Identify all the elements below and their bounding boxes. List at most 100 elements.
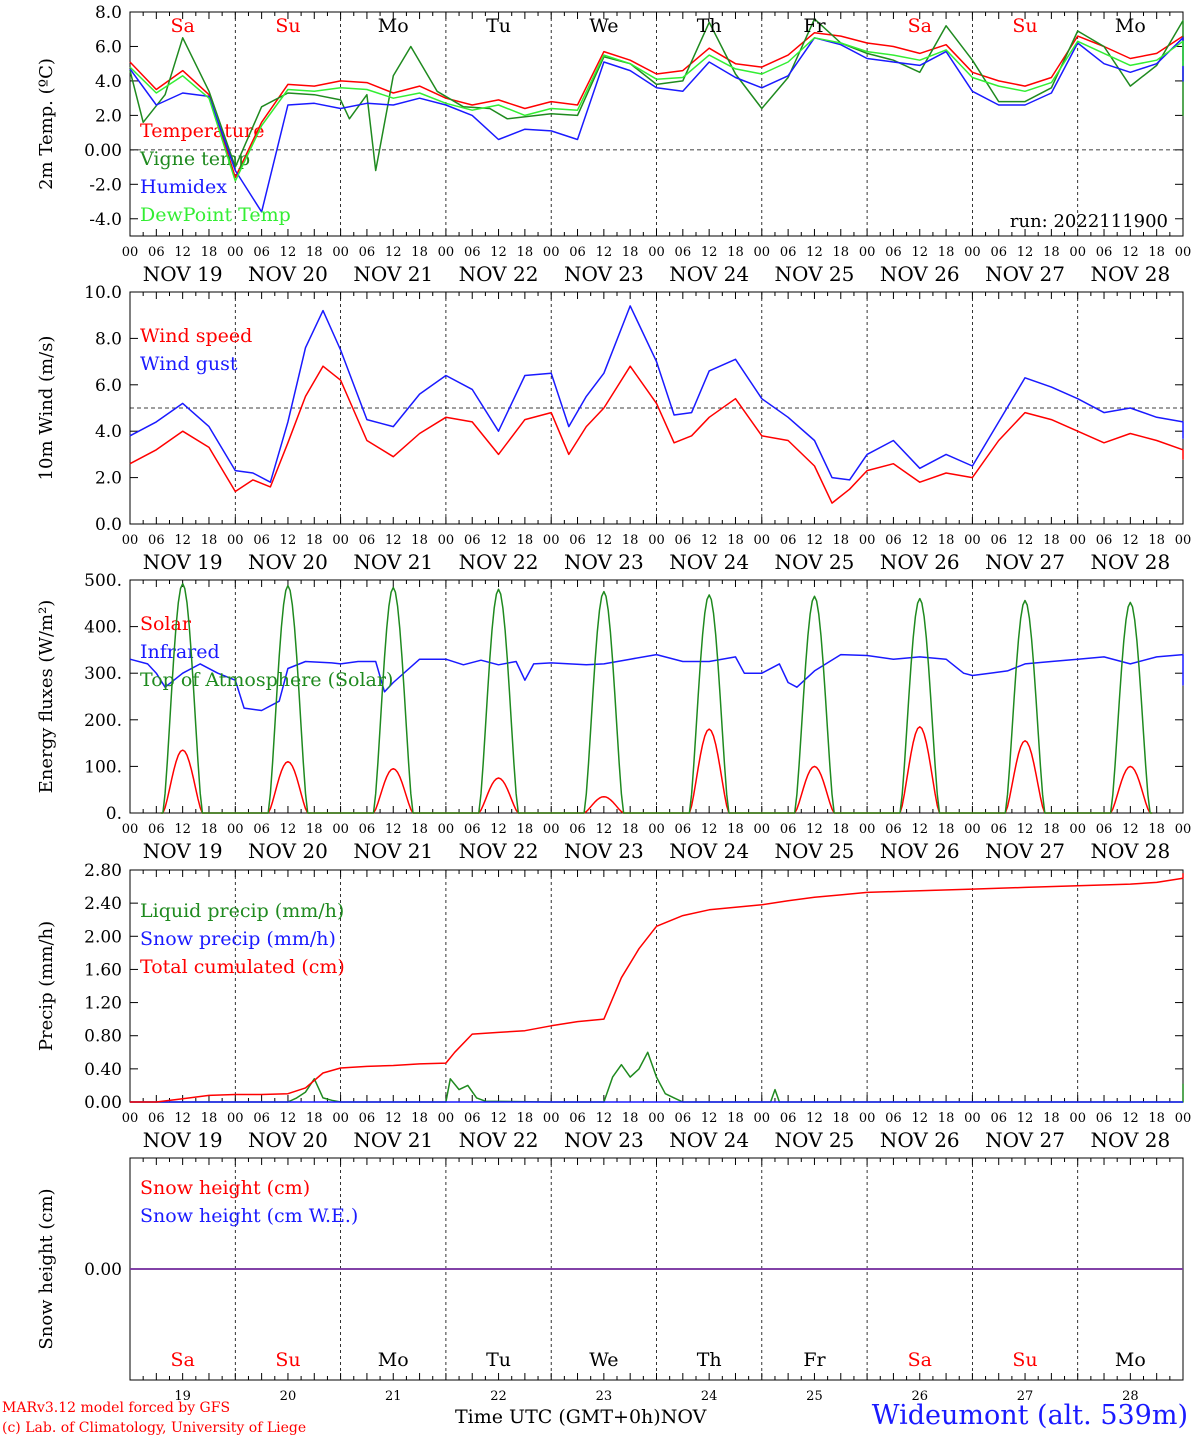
date-label: NOV 25	[775, 262, 855, 286]
hour-tick-label: 12	[490, 822, 507, 837]
hour-tick-label: 00	[543, 533, 560, 548]
y-tick-label: 2.0	[95, 106, 122, 126]
hour-tick-label: 06	[569, 245, 586, 260]
hour-tick-label: 12	[385, 1111, 402, 1126]
hour-tick-label: 12	[911, 822, 928, 837]
hour-tick-label: 12	[596, 245, 613, 260]
hour-tick-label: 00	[227, 245, 244, 260]
hour-tick-label: 06	[885, 1111, 902, 1126]
hour-tick-label: 12	[174, 245, 191, 260]
hour-tick-label: 00	[1175, 822, 1192, 837]
weekday-label: Sa	[908, 1349, 932, 1371]
weekday-label: Sa	[908, 15, 932, 37]
legend-entry: Top of Atmosphere (Solar)	[140, 669, 393, 691]
weekday-label: Mo	[1115, 1349, 1146, 1371]
date-label: NOV 19	[143, 262, 223, 286]
y-tick-label: 2.00	[84, 927, 122, 947]
hour-tick-label: 06	[359, 533, 376, 548]
hour-tick-label: 00	[754, 822, 771, 837]
hour-tick-label: 18	[1148, 822, 1165, 837]
date-label: NOV 26	[880, 550, 960, 574]
hour-tick-label: 12	[596, 533, 613, 548]
hour-tick-label: 18	[1148, 533, 1165, 548]
hour-tick-label: 00	[648, 533, 665, 548]
hour-tick-label: 12	[911, 245, 928, 260]
day-number-label: 26	[911, 1389, 928, 1404]
hour-tick-label: 06	[1096, 533, 1113, 548]
hour-tick-label: 12	[174, 822, 191, 837]
date-label: NOV 19	[143, 1128, 223, 1152]
date-label: NOV 21	[353, 262, 433, 286]
date-label: NOV 26	[880, 262, 960, 286]
date-label: NOV 25	[775, 550, 855, 574]
y-tick-label: 6.0	[95, 376, 122, 396]
hour-tick-label: 12	[385, 245, 402, 260]
legend-entry: Liquid precip (mm/h)	[140, 900, 344, 922]
hour-tick-label: 18	[1148, 245, 1165, 260]
date-label: NOV 19	[143, 839, 223, 863]
y-tick-label: 2.80	[84, 861, 122, 881]
hour-tick-label: 18	[833, 533, 850, 548]
hour-tick-label: 12	[1122, 822, 1139, 837]
date-label: NOV 24	[669, 1128, 749, 1152]
hour-tick-label: 06	[464, 245, 481, 260]
hour-tick-label: 00	[648, 1111, 665, 1126]
hour-tick-label: 12	[490, 1111, 507, 1126]
hour-tick-label: 00	[1069, 533, 1086, 548]
hour-tick-label: 12	[280, 245, 297, 260]
hour-tick-label: 18	[727, 822, 744, 837]
day-number-label: 20	[280, 1389, 297, 1404]
hour-tick-label: 06	[675, 822, 692, 837]
hour-tick-label: 06	[148, 822, 165, 837]
hour-tick-label: 06	[359, 1111, 376, 1126]
date-label: NOV 25	[775, 1128, 855, 1152]
y-tick-label: 500.	[84, 571, 122, 591]
hour-tick-label: 06	[359, 822, 376, 837]
hour-tick-label: 00	[1069, 245, 1086, 260]
hour-tick-label: 12	[1017, 822, 1034, 837]
hour-tick-label: 18	[306, 822, 323, 837]
hour-tick-label: 18	[833, 1111, 850, 1126]
hour-tick-label: 18	[201, 533, 218, 548]
hour-tick-label: 12	[490, 533, 507, 548]
y-tick-label: 4.0	[95, 72, 122, 92]
date-label: NOV 20	[248, 1128, 328, 1152]
legend-entry: Snow height (cm W.E.)	[140, 1205, 358, 1227]
run-label: run: 2022111900	[1010, 211, 1168, 232]
hour-tick-label: 00	[227, 822, 244, 837]
hour-tick-label: 18	[622, 1111, 639, 1126]
hour-tick-label: 18	[201, 822, 218, 837]
hour-tick-label: 00	[438, 533, 455, 548]
y-axis-label: 10m Wind (m/s)	[36, 336, 57, 481]
hour-tick-label: 12	[385, 822, 402, 837]
hour-tick-label: 18	[1043, 822, 1060, 837]
legend-entry: Wind gust	[140, 353, 238, 375]
date-label: NOV 23	[564, 839, 644, 863]
weekday-label: Sa	[170, 15, 194, 37]
hour-tick-label: 00	[754, 1111, 771, 1126]
date-label: NOV 23	[564, 1128, 644, 1152]
hour-tick-label: 00	[543, 822, 560, 837]
hour-tick-label: 06	[675, 245, 692, 260]
date-label: NOV 26	[880, 1128, 960, 1152]
hour-tick-label: 06	[464, 822, 481, 837]
date-label: NOV 27	[985, 839, 1065, 863]
y-tick-label: 0.00	[84, 141, 122, 161]
hour-tick-label: 18	[411, 245, 428, 260]
weekday-label: Mo	[1115, 15, 1146, 37]
weekday-label: Tu	[486, 1349, 511, 1371]
hour-tick-label: 12	[1017, 245, 1034, 260]
date-label: NOV 27	[985, 262, 1065, 286]
hour-tick-label: 12	[280, 533, 297, 548]
hour-tick-label: 18	[727, 245, 744, 260]
hour-tick-label: 12	[1017, 533, 1034, 548]
y-tick-label: 1.20	[84, 994, 122, 1014]
hour-tick-label: 06	[780, 533, 797, 548]
weekday-label: Su	[1012, 15, 1037, 37]
y-tick-label: -2.0	[89, 175, 122, 195]
hour-tick-label: 18	[833, 245, 850, 260]
hour-tick-label: 18	[201, 245, 218, 260]
hour-tick-label: 00	[964, 822, 981, 837]
hour-tick-label: 00	[859, 245, 876, 260]
